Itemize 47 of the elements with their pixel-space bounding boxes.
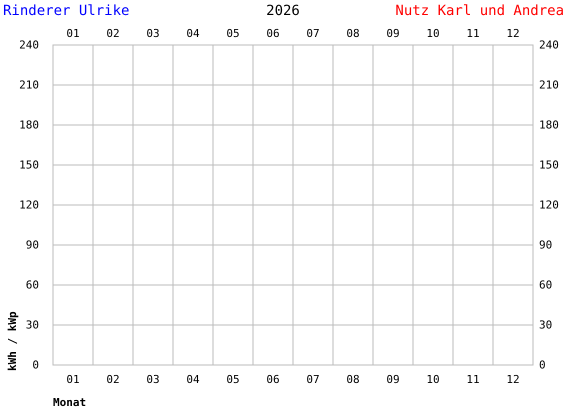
x-tick-label: 01 [66, 27, 80, 40]
category-label: 02 [106, 372, 120, 386]
text: Nutz Karl und Andrea [395, 3, 564, 19]
text: Rinderer Ulrike [3, 3, 130, 19]
x-tick-label: 10 [426, 27, 440, 40]
category-label: 04 [186, 372, 200, 386]
category-label: 08 [346, 372, 360, 386]
category-label: 03 [146, 372, 160, 386]
x-tick-label: 12 [506, 27, 520, 40]
y-tick-label: 90 [26, 238, 39, 252]
x-tick-label: 08 [346, 27, 360, 40]
y-tick-label: 0 [32, 358, 39, 372]
y2-tick-label: 90 [539, 238, 552, 252]
x-tick-label: 03 [146, 27, 160, 40]
x-tick-label: 11 [466, 27, 480, 40]
x-tick-label: 09 [386, 27, 400, 40]
category-label: 07 [306, 372, 320, 386]
y-tick-label: 60 [26, 278, 39, 292]
y-tick-label: 30 [26, 318, 39, 332]
y2-tick-label: 150 [539, 158, 559, 172]
y2-tick-label: 120 [539, 198, 559, 212]
y2-tick-label: 60 [539, 278, 552, 292]
category-label: 12 [506, 372, 520, 386]
category-label: 05 [226, 372, 240, 386]
y-tick-label: 120 [19, 198, 39, 212]
x-axis-title: Monat [53, 396, 86, 409]
x-tick-label: 07 [306, 27, 320, 40]
chart-title: 2026 [266, 3, 300, 19]
x-tick-label: 06 [266, 27, 280, 40]
y-tick-label: 150 [19, 158, 39, 172]
category-label: 10 [426, 372, 440, 386]
y2-tick-label: 0 [539, 358, 546, 372]
x-tick-label: 02 [106, 27, 120, 40]
category-label: 11 [466, 372, 480, 386]
y2-tick-label: 30 [539, 318, 552, 332]
y-axis-title: kWh / kWp [6, 311, 19, 371]
y-tick-label: 180 [19, 118, 39, 132]
category-label: 06 [266, 372, 280, 386]
y2-tick-label: 180 [539, 118, 559, 132]
y-tick-label: 240 [19, 38, 39, 52]
x-tick-label: 04 [186, 27, 200, 40]
category-label: 09 [386, 372, 400, 386]
y2-tick-label: 240 [539, 38, 559, 52]
category-label: 01 [66, 372, 80, 386]
y-tick-label: 210 [19, 78, 39, 92]
x-tick-label: 05 [226, 27, 240, 40]
y2-tick-label: 210 [539, 78, 559, 92]
